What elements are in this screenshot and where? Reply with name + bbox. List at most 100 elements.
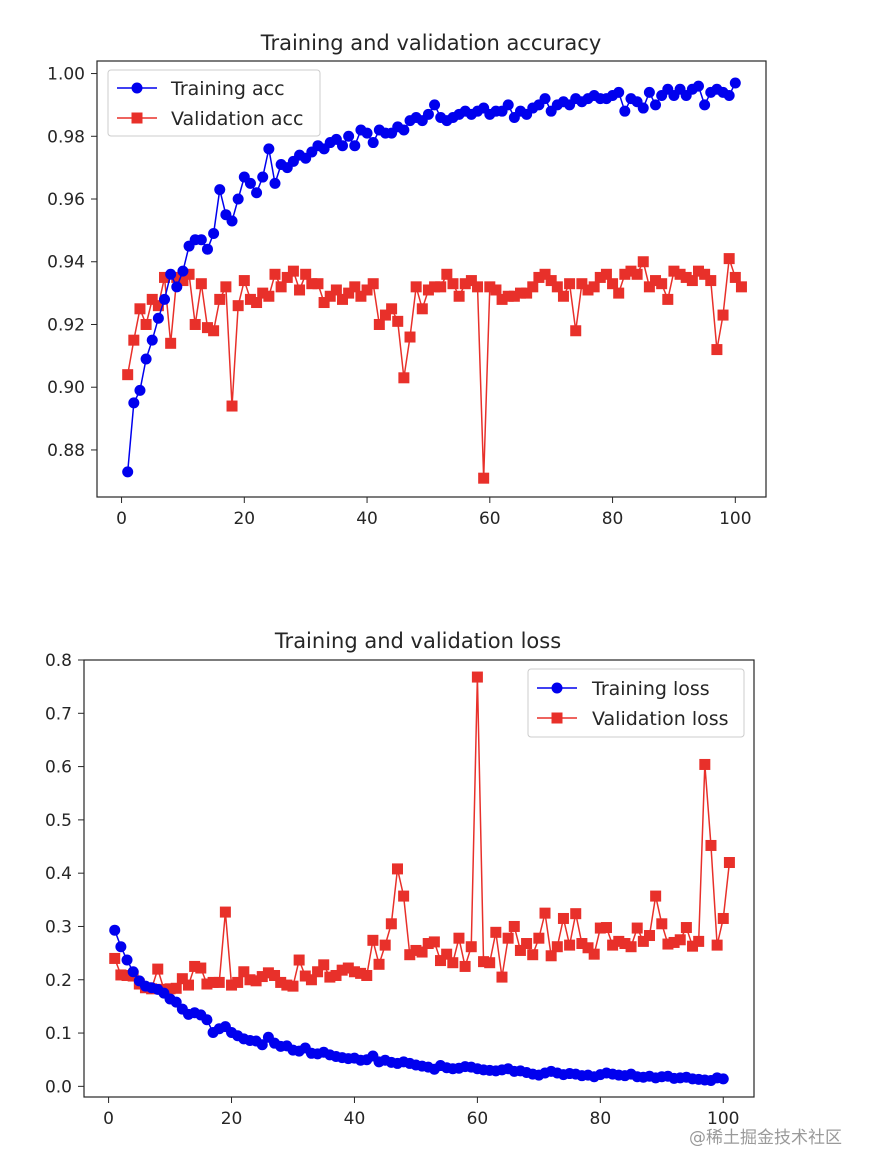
validation-loss-point — [527, 949, 539, 961]
validation-loss-point — [471, 671, 483, 683]
validation-loss-point — [496, 971, 508, 983]
accuracy-x-tick-label: 80 — [602, 509, 624, 529]
validation-loss-point — [324, 971, 336, 983]
validation-acc-point — [699, 268, 711, 280]
legend-label-validation-loss: Validation loss — [592, 708, 729, 730]
accuracy-y-tick-label: 1.00 — [47, 65, 85, 85]
validation-loss-point — [539, 907, 551, 919]
training-acc-point — [692, 80, 704, 92]
training-acc-point — [232, 193, 244, 205]
validation-loss-point — [557, 912, 569, 924]
loss-x-tick-label: 0 — [103, 1109, 114, 1129]
validation-acc-point — [662, 293, 674, 305]
validation-acc-point — [723, 253, 735, 265]
validation-acc-point — [729, 271, 741, 283]
validation-acc-point — [306, 278, 318, 290]
validation-acc-point — [201, 322, 213, 334]
training-acc-point — [349, 140, 361, 152]
validation-acc-point — [257, 287, 269, 299]
validation-loss-point — [189, 960, 201, 972]
validation-loss-point — [336, 964, 348, 976]
training-acc-point — [165, 268, 177, 280]
validation-acc-point — [244, 293, 256, 305]
validation-loss-point — [164, 983, 176, 995]
validation-acc-point — [404, 331, 416, 343]
validation-loss-point — [226, 979, 238, 991]
validation-loss-point — [619, 938, 631, 950]
validation-acc-point — [128, 334, 140, 346]
validation-loss-point — [441, 948, 453, 960]
loss-y-tick-label: 0.2 — [45, 971, 72, 991]
watermark-text: @稀土掘金技术社区 — [689, 1128, 842, 1148]
validation-loss-point — [176, 973, 188, 985]
validation-loss-point — [305, 974, 317, 986]
validation-loss-point — [207, 976, 219, 988]
training-loss-point — [115, 941, 127, 953]
validation-loss-point — [256, 971, 268, 983]
validation-loss-point — [508, 920, 520, 932]
validation-loss-point — [275, 976, 287, 988]
accuracy-axes-frame — [96, 60, 767, 498]
validation-loss-point — [293, 954, 305, 966]
validation-acc-point — [680, 271, 692, 283]
accuracy-chart-title: Training and validation accuracy — [260, 31, 602, 55]
validation-acc-point — [582, 284, 594, 296]
validation-acc-point — [294, 284, 306, 296]
validation-acc-point — [330, 284, 342, 296]
validation-acc-point — [429, 281, 441, 293]
validation-loss-point — [238, 966, 250, 978]
validation-loss-point — [490, 926, 502, 938]
accuracy-x-tick-label: 40 — [356, 509, 378, 529]
validation-acc-point — [465, 275, 477, 287]
training-acc-point — [251, 187, 263, 199]
validation-acc-point — [337, 293, 349, 305]
validation-acc-point — [441, 268, 453, 280]
training-loss-point — [127, 966, 139, 978]
training-acc-point — [208, 228, 220, 240]
validation-loss-point — [723, 857, 735, 869]
loss-legend-box — [527, 668, 745, 738]
training-acc-point — [613, 86, 625, 98]
validation-acc-point — [300, 268, 312, 280]
training-loss-point — [717, 1073, 729, 1085]
validation-acc-point — [263, 290, 275, 302]
validation-loss-point — [570, 908, 582, 920]
validation-acc-point — [453, 290, 465, 302]
training-acc-point — [650, 99, 662, 111]
validation-loss-point — [502, 932, 514, 944]
validation-acc-point — [594, 271, 606, 283]
training-acc-point — [398, 124, 410, 136]
validation-acc-point — [484, 281, 496, 293]
validation-acc-point — [576, 278, 588, 290]
validation-loss-point — [551, 941, 563, 953]
loss-legend: Training loss Validation loss — [527, 668, 745, 738]
validation-acc-point — [502, 290, 514, 302]
validation-acc-point — [208, 325, 220, 337]
validation-loss-point — [644, 930, 656, 942]
loss-x-tick-label: 100 — [707, 1109, 739, 1129]
training-acc-point — [134, 384, 146, 396]
validation-loss-point — [594, 922, 606, 934]
validation-loss-point — [693, 935, 705, 947]
accuracy-ticks: 0 20 40 60 80 100 0.88 0.90 0.92 0.94 0.96 0.98 1.00 — [47, 65, 751, 529]
validation-acc-point — [195, 278, 207, 290]
loss-y-tick-label: 0.5 — [45, 811, 72, 831]
loss-axes-frame — [83, 659, 755, 1098]
validation-acc-point — [643, 281, 655, 293]
validation-acc-point — [318, 297, 330, 309]
loss-x-tick-label: 20 — [221, 1109, 243, 1129]
validation-loss-point — [109, 952, 121, 964]
validation-loss-point — [410, 944, 422, 956]
legend-marker-validation-loss — [551, 712, 563, 724]
validation-acc-point — [122, 369, 134, 381]
validation-loss-point — [484, 957, 496, 969]
validation-loss-point — [588, 948, 600, 960]
validation-loss-point — [699, 758, 711, 770]
validation-loss-point — [674, 934, 686, 946]
loss-x-tick-label: 80 — [590, 1109, 612, 1129]
validation-acc-point — [287, 265, 299, 277]
training-acc-point — [195, 234, 207, 246]
validation-acc-point — [625, 265, 637, 277]
training-acc-point — [343, 130, 355, 142]
validation-acc-point — [521, 287, 533, 299]
